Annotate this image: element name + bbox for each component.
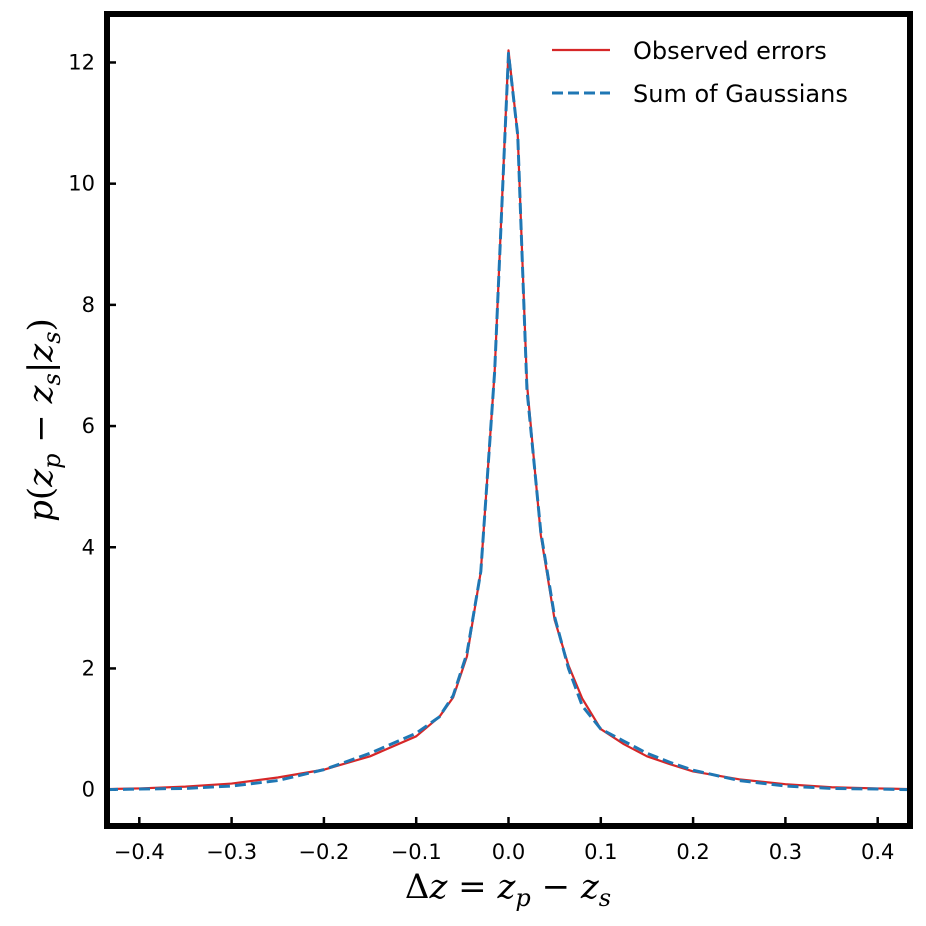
series-line-observed-errors [106, 49, 911, 791]
series-line-sum-of-gaussians [106, 51, 911, 792]
x-tick-label-minus-0-4: −0.4 [114, 840, 165, 864]
x-axis-ticks: −0.4 −0.3 −0.2 −0.1 0.0 0.1 0.2 0.3 0.4 [114, 817, 894, 864]
y-tick-label-12: 12 [68, 50, 95, 74]
x-tick-label-minus-0-3: −0.3 [206, 840, 257, 864]
x-tick-label-0-0: 0.0 [492, 840, 525, 864]
y-tick-label-10: 10 [68, 172, 95, 196]
legend: Observed errors Sum of Gaussians [552, 37, 848, 108]
legend-label-sum-of-gaussians: Sum of Gaussians [633, 80, 848, 108]
series-layer [106, 49, 911, 792]
x-tick-label-0-1: 0.1 [584, 840, 617, 864]
x-axis-label: Δz = zp − zs [405, 867, 611, 912]
plot-frame [104, 11, 913, 829]
y-tick-label-6: 6 [82, 414, 95, 438]
y-tick-label-8: 8 [82, 293, 95, 317]
y-axis-label: p(zp − zs|zs) [21, 318, 66, 522]
y-tick-label-0: 0 [82, 778, 95, 802]
y-tick-label-2: 2 [82, 656, 95, 680]
x-tick-label-0-4: 0.4 [861, 840, 894, 864]
legend-label-observed-errors: Observed errors [633, 37, 827, 65]
x-tick-label-minus-0-2: −0.2 [298, 840, 349, 864]
x-tick-label-0-2: 0.2 [676, 840, 709, 864]
y-tick-label-4: 4 [82, 535, 95, 559]
x-tick-label-minus-0-1: −0.1 [391, 840, 442, 864]
x-tick-label-0-3: 0.3 [769, 840, 802, 864]
